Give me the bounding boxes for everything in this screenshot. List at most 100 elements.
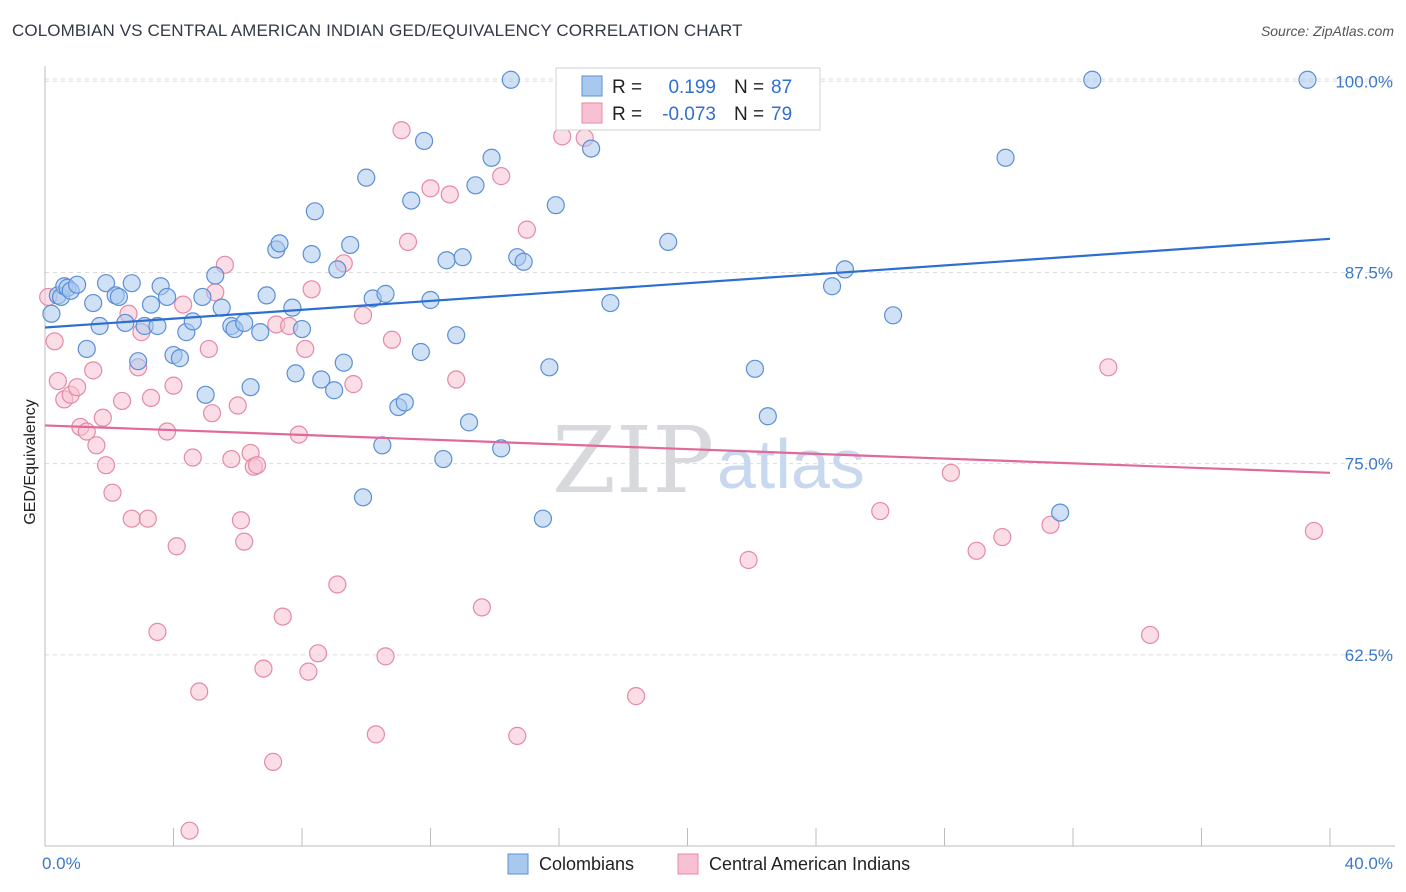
colombian-point <box>183 312 202 331</box>
central-american-indian-point <box>202 404 222 423</box>
colombian-point <box>659 232 678 251</box>
colombian-point <box>411 342 430 362</box>
central-american-indian-point <box>273 607 292 626</box>
central-american-indian-point <box>122 509 141 528</box>
central-american-indian-point <box>398 232 418 251</box>
colombian-point <box>466 176 485 195</box>
bottom-legend-swatch-central-american-indians <box>677 853 699 875</box>
colombian-point <box>996 148 1015 167</box>
central-american-indian-point <box>112 391 132 411</box>
central-american-indian-point <box>376 647 395 666</box>
colombian-point <box>582 139 601 158</box>
colombian-point <box>353 488 373 507</box>
colombian-point <box>109 287 128 307</box>
colombian-point <box>292 319 312 339</box>
trend-lines <box>44 237 1331 474</box>
legend-swatch-pink <box>581 102 603 124</box>
colombian-point <box>129 352 148 371</box>
colombian-point <box>514 252 533 271</box>
central-american-indian-point <box>183 448 202 467</box>
central-american-indian-point <box>87 436 106 455</box>
colombian-point <box>148 316 167 336</box>
grid-lines <box>45 78 1395 656</box>
central-american-indians-trend-line <box>44 424 1331 474</box>
central-american-indian-point <box>141 388 161 407</box>
central-american-indian-point <box>871 501 890 521</box>
colombian-point <box>270 234 289 253</box>
central-american-indian-point <box>164 376 183 395</box>
colombian-point <box>283 298 302 317</box>
colombian-point <box>196 385 215 404</box>
colombian-point <box>822 277 842 296</box>
colombian-point <box>90 316 109 336</box>
central-american-indian-point <box>157 422 177 441</box>
central-american-indian-point <box>231 511 251 530</box>
central-american-indian-point <box>93 408 112 427</box>
central-american-indian-point <box>1041 515 1060 534</box>
colombian-point <box>540 358 559 377</box>
central-american-indian-point <box>68 378 87 397</box>
y-tick-labels: 62.5% 75.0% 87.5% 100.0% <box>1335 72 1393 665</box>
colombian-point <box>1051 503 1070 522</box>
central-american-indian-point <box>517 220 536 239</box>
y-tick-label: 100.0% <box>1335 72 1393 91</box>
bottom-legend-swatch-colombians <box>507 853 529 875</box>
central-american-indian-point <box>508 726 527 745</box>
colombian-point <box>212 298 231 317</box>
colombian-point <box>286 364 305 383</box>
colombian-point <box>414 131 434 151</box>
central-american-indian-point <box>299 662 318 681</box>
colombian-point <box>334 353 353 372</box>
colombian-point <box>305 202 324 221</box>
central-american-indian-point <box>302 280 321 299</box>
colombian-point <box>68 275 87 294</box>
central-american-indian-point <box>180 821 199 840</box>
colombian-point <box>170 349 190 368</box>
central-american-indian-point <box>382 330 402 349</box>
colombian-point <box>328 260 347 279</box>
central-american-indian-point <box>84 361 103 380</box>
colombian-point <box>241 378 260 397</box>
colombian-point <box>482 148 501 167</box>
legend-n-label-pink: N = <box>734 104 764 125</box>
central-american-indian-point <box>167 537 186 556</box>
central-american-indian-point <box>440 185 459 204</box>
central-american-indian-point <box>967 541 986 560</box>
central-american-indian-point <box>472 598 491 617</box>
central-american-indian-point <box>199 339 218 359</box>
legend-r-label-blue: R = <box>612 77 642 98</box>
central-american-indian-point <box>941 463 961 482</box>
source-label: Source: ZipAtlas.com <box>1260 23 1394 39</box>
correlation-legend: R = 0.199 N = 87 R = -0.073 N = 79 <box>555 67 821 131</box>
x-tick-label: 0.0% <box>42 854 81 873</box>
central-american-indian-point <box>1099 358 1118 377</box>
central-american-indian-point <box>96 456 116 475</box>
x-tick-labels: 0.0% 40.0% <box>42 854 1393 873</box>
colombian-point <box>235 313 254 333</box>
colombian-point <box>835 260 855 279</box>
central-american-indian-point <box>254 659 273 678</box>
colombian-point <box>745 359 765 378</box>
colombian-point <box>42 304 61 323</box>
colombian-point <box>434 449 453 469</box>
central-american-indian-point <box>235 532 254 551</box>
y-tick-label: 87.5% <box>1345 263 1393 282</box>
central-american-indian-point <box>328 575 347 594</box>
central-american-indian-point <box>1140 625 1160 645</box>
central-american-indian-point <box>1304 521 1324 541</box>
legend-r-value-pink: -0.073 <box>662 104 716 125</box>
central-american-indian-point <box>353 306 373 325</box>
y-tick-label: 75.0% <box>1345 455 1393 474</box>
central-american-indian-point <box>392 121 411 140</box>
series-legend: Colombians Central American Indians <box>507 853 910 875</box>
colombian-point <box>395 393 414 412</box>
central-american-indian-point <box>626 687 646 706</box>
colombian-point <box>157 287 177 307</box>
central-american-indian-point <box>103 483 122 502</box>
colombian-point <box>758 407 777 426</box>
bottom-legend-central-american-indians: Central American Indians <box>709 854 910 874</box>
watermark: ZIP atlas <box>552 407 865 514</box>
series-central-american-indians <box>39 72 1324 840</box>
central-american-indian-point <box>45 332 64 351</box>
